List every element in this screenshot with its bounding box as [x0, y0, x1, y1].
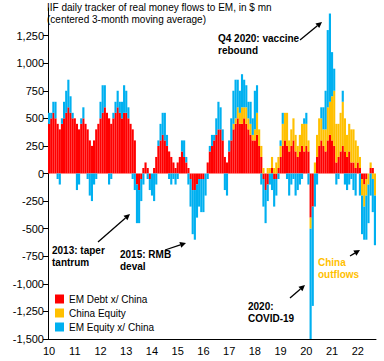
svg-text:China: China: [318, 257, 346, 268]
svg-text:(centered 3-month moving avera: (centered 3-month moving average): [47, 14, 206, 25]
svg-text:21: 21: [326, 345, 338, 357]
svg-text:500: 500: [26, 112, 44, 124]
svg-text:2020:: 2020:: [248, 301, 274, 312]
svg-text:tantrum: tantrum: [52, 257, 89, 268]
svg-text:-1,250: -1,250: [13, 305, 44, 317]
svg-text:15: 15: [172, 345, 184, 357]
svg-text:EM Equity x/ China: EM Equity x/ China: [69, 322, 154, 333]
svg-text:0: 0: [38, 168, 44, 180]
svg-text:-750: -750: [22, 250, 44, 262]
svg-text:250: 250: [26, 140, 44, 152]
svg-text:IIF daily tracker of real mone: IIF daily tracker of real money flows to…: [47, 2, 272, 13]
svg-text:750: 750: [26, 85, 44, 97]
svg-text:18: 18: [249, 345, 261, 357]
svg-text:-250: -250: [22, 195, 44, 207]
svg-text:2013: taper: 2013: taper: [52, 245, 105, 256]
svg-text:14: 14: [146, 345, 158, 357]
svg-text:16: 16: [197, 345, 209, 357]
svg-text:22: 22: [352, 345, 364, 357]
svg-text:Q4 2020: vaccine: Q4 2020: vaccine: [218, 33, 300, 44]
svg-text:-500: -500: [22, 223, 44, 235]
svg-text:rebound: rebound: [218, 45, 258, 56]
svg-text:17: 17: [223, 345, 235, 357]
svg-text:11: 11: [69, 345, 80, 357]
svg-text:20: 20: [300, 345, 312, 357]
svg-text:EM Debt x/ China: EM Debt x/ China: [69, 294, 148, 305]
svg-text:-1,000: -1,000: [13, 278, 44, 290]
svg-text:10: 10: [43, 345, 55, 357]
svg-text:-1,500: -1,500: [13, 333, 44, 345]
svg-text:outflows: outflows: [318, 269, 360, 280]
svg-text:13: 13: [120, 345, 132, 357]
svg-text:19: 19: [274, 345, 286, 357]
svg-text:China Equity: China Equity: [69, 308, 126, 319]
svg-text:1,250: 1,250: [16, 30, 44, 42]
svg-text:deval: deval: [120, 261, 146, 272]
svg-text:1,000: 1,000: [16, 57, 44, 69]
svg-text:12: 12: [94, 345, 106, 357]
svg-text:2015: RMB: 2015: RMB: [120, 249, 171, 260]
svg-text:COVID-19: COVID-19: [248, 313, 295, 324]
